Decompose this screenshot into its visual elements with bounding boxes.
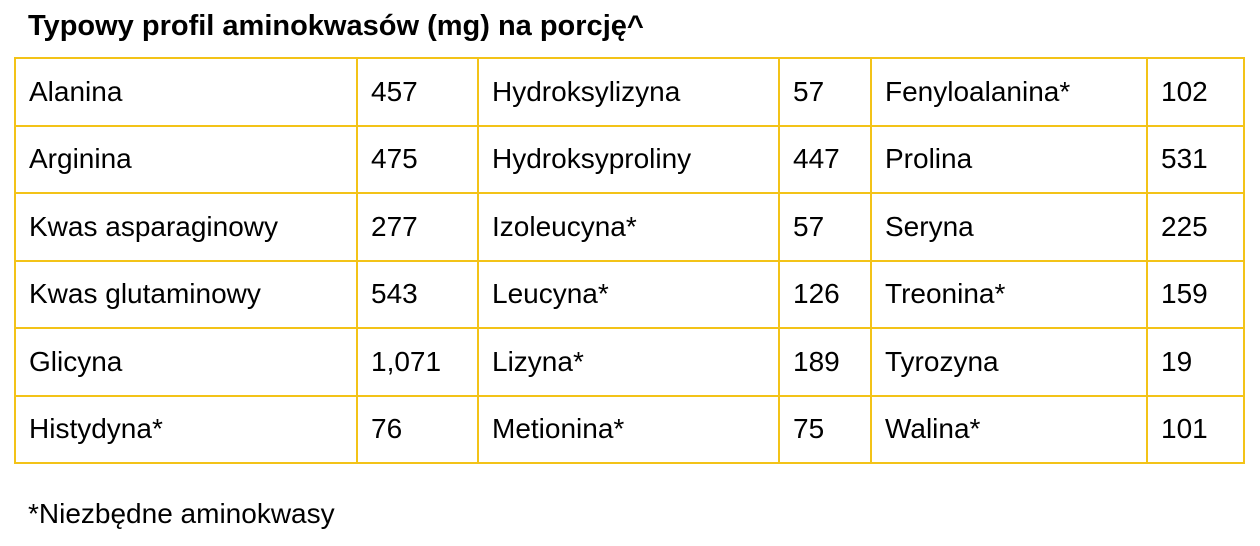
amino-acid-name: Tyrozyna: [870, 327, 1148, 397]
amino-acid-amount: 1,071: [356, 327, 479, 397]
amino-acid-amount: 189: [778, 327, 872, 397]
amino-acid-name: Leucyna*: [477, 259, 780, 329]
amino-acid-name: Alanina: [14, 57, 358, 127]
amino-acid-amount: 543: [356, 259, 479, 329]
amino-acid-name: Lizyna*: [477, 327, 780, 397]
amino-acid-name: Kwas glutaminowy: [14, 259, 358, 329]
table-row: Arginina 475 Hydroksyproliny 447 Prolina 531: [14, 124, 1245, 194]
amino-acid-name: Treonina*: [870, 259, 1148, 329]
amino-acid-name: Kwas asparaginowy: [14, 192, 358, 262]
amino-acid-amount: 159: [1146, 259, 1245, 329]
amino-acid-amount: 19: [1146, 327, 1245, 397]
table-row: Kwas glutaminowy 543 Leucyna* 126 Treonina* 1…: [14, 259, 1245, 329]
table-body: Alanina 457 Hydroksylizyna 57 Fenyloalanina*…: [14, 57, 1245, 464]
amino-acid-name: Metionina*: [477, 394, 780, 464]
amino-acid-name: Hydroksyproliny: [477, 124, 780, 194]
title: Typowy profil aminokwasów (mg) na porcję…: [28, 10, 644, 42]
amino-acid-amount: 475: [356, 124, 479, 194]
amino-acid-amount: 57: [778, 192, 872, 262]
amino-acid-table: Alanina 457 Hydroksylizyna 57 Fenyloalanina*…: [14, 57, 1245, 464]
amino-acid-amount: 457: [356, 57, 479, 127]
amino-acid-name: Izoleucyna*: [477, 192, 780, 262]
amino-acid-amount: 531: [1146, 124, 1245, 194]
amino-acid-name: Arginina: [14, 124, 358, 194]
table-row: Kwas asparaginowy 277 Izoleucyna* 57 Seryna 2…: [14, 192, 1245, 262]
amino-acid-name: Histydyna*: [14, 394, 358, 464]
amino-acid-name: Prolina: [870, 124, 1148, 194]
amino-acid-amount: 76: [356, 394, 479, 464]
table-row: Glicyna 1,071 Lizyna* 189 Tyrozyna 19: [14, 327, 1245, 397]
amino-acid-amount: 447: [778, 124, 872, 194]
amino-acid-amount: 75: [778, 394, 872, 464]
amino-acid-amount: 102: [1146, 57, 1245, 127]
table-row: Alanina 457 Hydroksylizyna 57 Fenyloalanina*…: [14, 57, 1245, 127]
amino-acid-amount: 101: [1146, 394, 1245, 464]
amino-acid-amount: 126: [778, 259, 872, 329]
amino-acid-amount: 225: [1146, 192, 1245, 262]
amino-acid-name: Walina*: [870, 394, 1148, 464]
amino-acid-name: Glicyna: [14, 327, 358, 397]
amino-acid-name: Fenyloalanina*: [870, 57, 1148, 127]
amino-acid-name: Hydroksylizyna: [477, 57, 780, 127]
amino-acid-amount: 57: [778, 57, 872, 127]
amino-acid-amount: 277: [356, 192, 479, 262]
amino-acid-name: Seryna: [870, 192, 1148, 262]
footnote: *Niezbędne aminokwasy: [28, 498, 335, 529]
table-row: Histydyna* 76 Metionina* 75 Walina* 101: [14, 394, 1245, 464]
